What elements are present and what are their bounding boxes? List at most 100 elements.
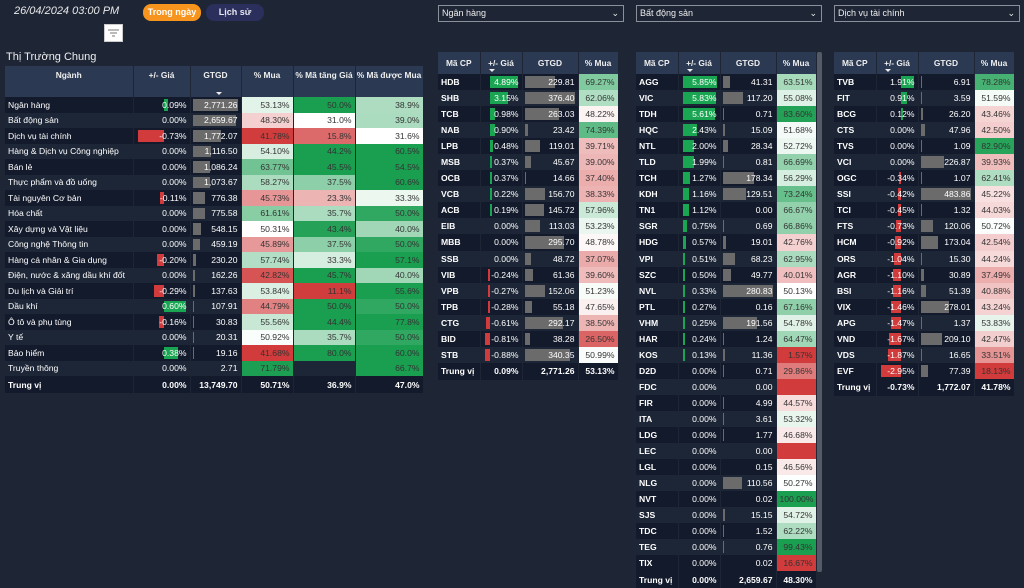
scrollbar[interactable]: [817, 52, 822, 572]
filter-icon[interactable]: [104, 24, 123, 42]
column-header[interactable]: GTGD: [190, 66, 241, 97]
column-header[interactable]: % Mua: [974, 52, 1014, 74]
column-header[interactable]: % Mua: [776, 52, 816, 74]
intraday-button[interactable]: Trong ngày: [143, 4, 201, 21]
column-header[interactable]: GTGD: [918, 52, 974, 74]
column-header[interactable]: GTGD: [522, 52, 578, 74]
column-header[interactable]: % Mua: [241, 66, 293, 97]
column-header[interactable]: +/- Giá: [678, 52, 720, 74]
column-header[interactable]: +/- Giá: [133, 66, 190, 97]
column-header[interactable]: Mã CP: [834, 52, 876, 74]
column-header[interactable]: % Mã tăng Giá: [293, 66, 355, 97]
sector-dropdown-3[interactable]: Dịch vụ tài chính⌄: [834, 5, 1020, 22]
column-header[interactable]: % Mua: [578, 52, 618, 74]
column-header[interactable]: +/- Giá: [876, 52, 918, 74]
column-header[interactable]: Mã CP: [438, 52, 480, 74]
column-header[interactable]: GTGD: [720, 52, 776, 74]
sector-dropdown-2[interactable]: Bất động sản⌄: [636, 5, 822, 22]
column-header[interactable]: Mã CP: [636, 52, 678, 74]
column-header[interactable]: +/- Giá: [480, 52, 522, 74]
